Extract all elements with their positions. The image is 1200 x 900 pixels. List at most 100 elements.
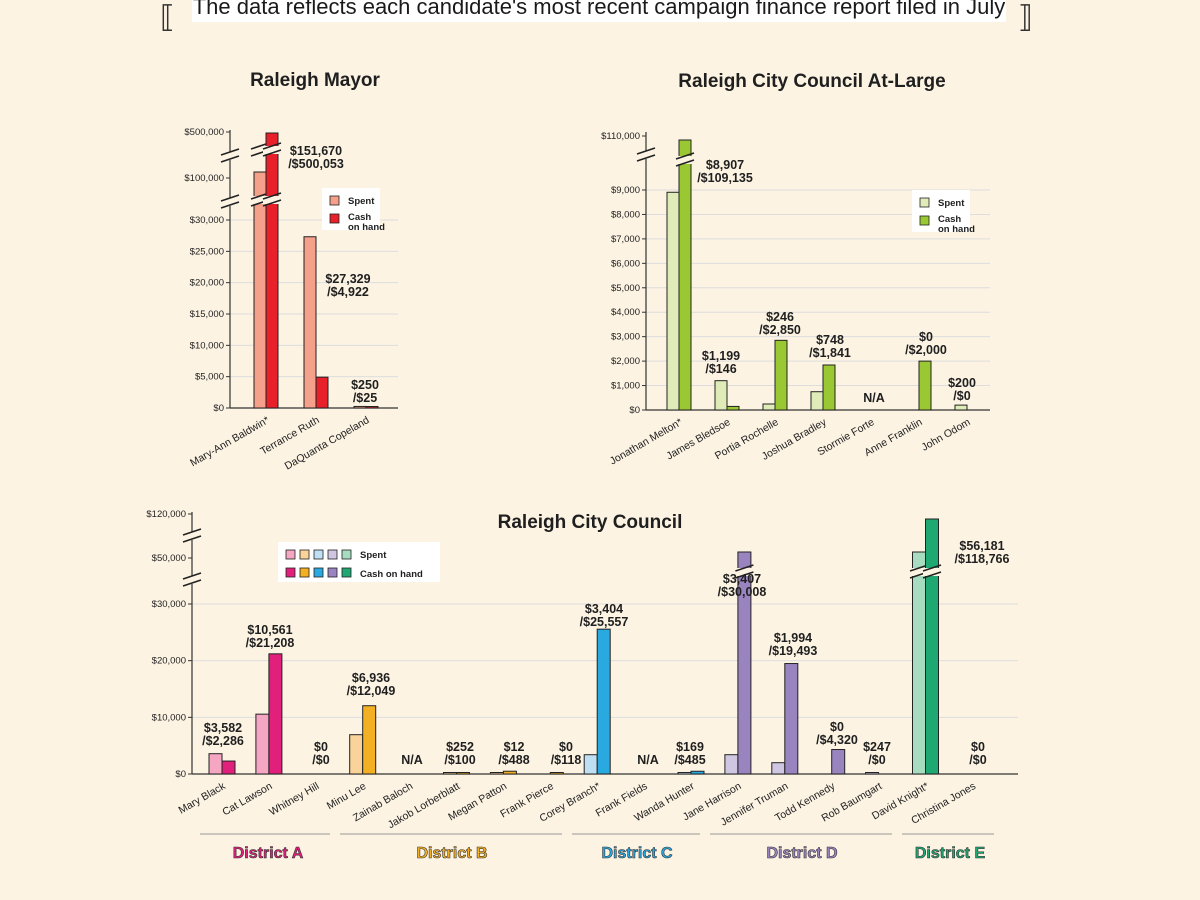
atlarge-value-label: $1,199	[702, 349, 740, 363]
council-legend-swatch-spent	[313, 549, 324, 560]
council-value-label: $10,561	[247, 623, 292, 637]
atlarge-bar-spent	[714, 380, 728, 411]
mayor-ytick-label: $10,000	[190, 340, 224, 351]
council-value-label: $0	[559, 740, 573, 754]
council-bar-break-icon-line-bottom	[735, 571, 754, 579]
district-label: District A	[233, 845, 304, 862]
atlarge-break-tick-label: $110,000	[601, 131, 640, 142]
atlarge-legend-label-cash: Cash	[938, 214, 961, 225]
atlarge-ytick-label: $6,000	[611, 258, 640, 269]
mayor-value-label: /$4,922	[327, 285, 369, 299]
mayor-value-label: $250	[351, 378, 379, 392]
council-value-label: $0	[314, 740, 328, 754]
council-bar-break-icon-line-top	[922, 564, 942, 572]
mayor-axis-break-icon-gap	[221, 152, 239, 160]
mayor-legend-label-cash: Cash	[348, 212, 371, 223]
council-bar-spent	[443, 772, 457, 775]
mayor-axis-break-icon-line-bottom	[220, 155, 240, 163]
mayor-axis-break-icon	[220, 194, 240, 209]
council-axis-break-icon	[182, 528, 202, 543]
council-bar-cash	[268, 653, 283, 775]
council-bar-spent	[724, 754, 739, 775]
council-bar-cash	[362, 705, 377, 775]
council-value-label: /$118,766	[955, 552, 1010, 566]
council-bar-cash	[737, 551, 752, 775]
atlarge-value-label: /$146	[705, 362, 736, 376]
council-axis-break-icon-line-bottom	[182, 535, 202, 543]
council-category-label: Whitney Hill	[267, 780, 321, 818]
atlarge-axis-break-icon	[636, 147, 656, 162]
atlarge-ytick-label: $3,000	[611, 332, 640, 343]
mayor-bar-break-icon-line-bottom	[262, 199, 282, 207]
council-title: Raleigh City Council	[498, 512, 683, 533]
atlarge-ytick-label: $5,000	[611, 283, 640, 294]
mayor-legend-label-spent: Spent	[348, 196, 375, 207]
atlarge-ytick-label: $4,000	[611, 307, 640, 318]
council-legend-swatch-cash	[327, 567, 338, 578]
council-legend-swatch-spent	[285, 549, 296, 560]
council-legend-label-spent: Spent	[360, 550, 387, 561]
atlarge-value-label: /$1,841	[809, 346, 851, 360]
atlarge-axis-break-icon-line-bottom	[636, 154, 656, 162]
atlarge-value-label: $8,907	[706, 158, 744, 172]
council-value-label: /$25,557	[580, 615, 629, 629]
mayor-ytick-label: $25,000	[190, 246, 224, 257]
council-axis-break-icon-line-bottom	[182, 579, 202, 587]
mayor-break-tick-label: $500,000	[184, 127, 224, 138]
council-value-label: $0	[971, 740, 985, 754]
atlarge-value-label: $748	[816, 333, 844, 347]
council-bar-cash	[456, 772, 470, 775]
atlarge-legend-label-spent: Spent	[938, 198, 965, 209]
council-value-label: $247	[863, 740, 891, 754]
council-bar-break-icon	[922, 564, 942, 579]
council-bar-break-icon-gap	[735, 568, 754, 576]
atlarge-ytick-label: $8,000	[611, 209, 640, 220]
atlarge-value-label: /$2,000	[905, 343, 947, 357]
council-value-label: $6,936	[352, 671, 390, 685]
mayor-legend-swatch-cash	[329, 213, 340, 224]
council-ytick-label: $20,000	[152, 656, 186, 667]
atlarge-axis-break-icon-line-top	[636, 147, 656, 155]
mayor-bar-cash	[365, 406, 379, 409]
council-value-label: $12	[504, 740, 525, 754]
atlarge-value-label: /$0	[953, 389, 970, 403]
council-axis-break-icon	[182, 572, 202, 587]
council-value-label: $252	[446, 740, 474, 754]
atlarge-bar-spent	[954, 404, 968, 411]
district-label: District D	[766, 845, 837, 862]
council-bar-cash	[596, 628, 611, 775]
mayor-bar-spent	[253, 171, 267, 409]
mayor-bar-break-icon-gap	[263, 146, 281, 154]
council-legend-swatch-cash	[285, 567, 296, 578]
atlarge-category-label: John Odom	[919, 416, 972, 454]
mayor-bar-break-icon-line-bottom	[262, 149, 282, 157]
mayor-break-tick-label: $100,000	[184, 173, 224, 184]
council-ytick-label: $30,000	[152, 599, 186, 610]
atlarge-ytick-label: $2,000	[611, 356, 640, 367]
council-value-label: $1,994	[774, 631, 812, 645]
council-bar-spent	[489, 772, 504, 775]
mayor-axis-break-icon-line-top	[220, 148, 240, 156]
council-bar-cash	[502, 770, 517, 775]
mayor-bar-break-icon-gap	[263, 196, 281, 204]
mayor-value-label: /$25	[353, 391, 377, 405]
atlarge-axis-break-icon-gap	[637, 151, 655, 159]
council-value-label: /$488	[498, 753, 529, 767]
council-category-label: Cat Lawson	[220, 780, 274, 818]
council-break-tick-label: $50,000	[152, 553, 186, 564]
atlarge-bar-spent	[762, 403, 776, 411]
council-axis-break-icon-line-top	[182, 572, 202, 580]
council-bar-cash	[784, 663, 799, 775]
atlarge-bar-cash	[774, 339, 788, 411]
atlarge-legend-swatch-cash	[919, 215, 930, 226]
mayor-bar-break-icon-line-top	[262, 192, 282, 200]
atlarge-bar-cash	[726, 405, 740, 411]
left-bracket-icon: ⟦	[160, 0, 175, 35]
mayor-title: Raleigh Mayor	[250, 70, 380, 91]
mayor-bar-break-icon	[262, 142, 282, 157]
mayor-bar-cash	[315, 376, 329, 409]
council-value-label: /$19,493	[769, 644, 818, 658]
council-category-label: Mary Black	[177, 780, 229, 817]
council-value-label: /$100	[444, 753, 475, 767]
